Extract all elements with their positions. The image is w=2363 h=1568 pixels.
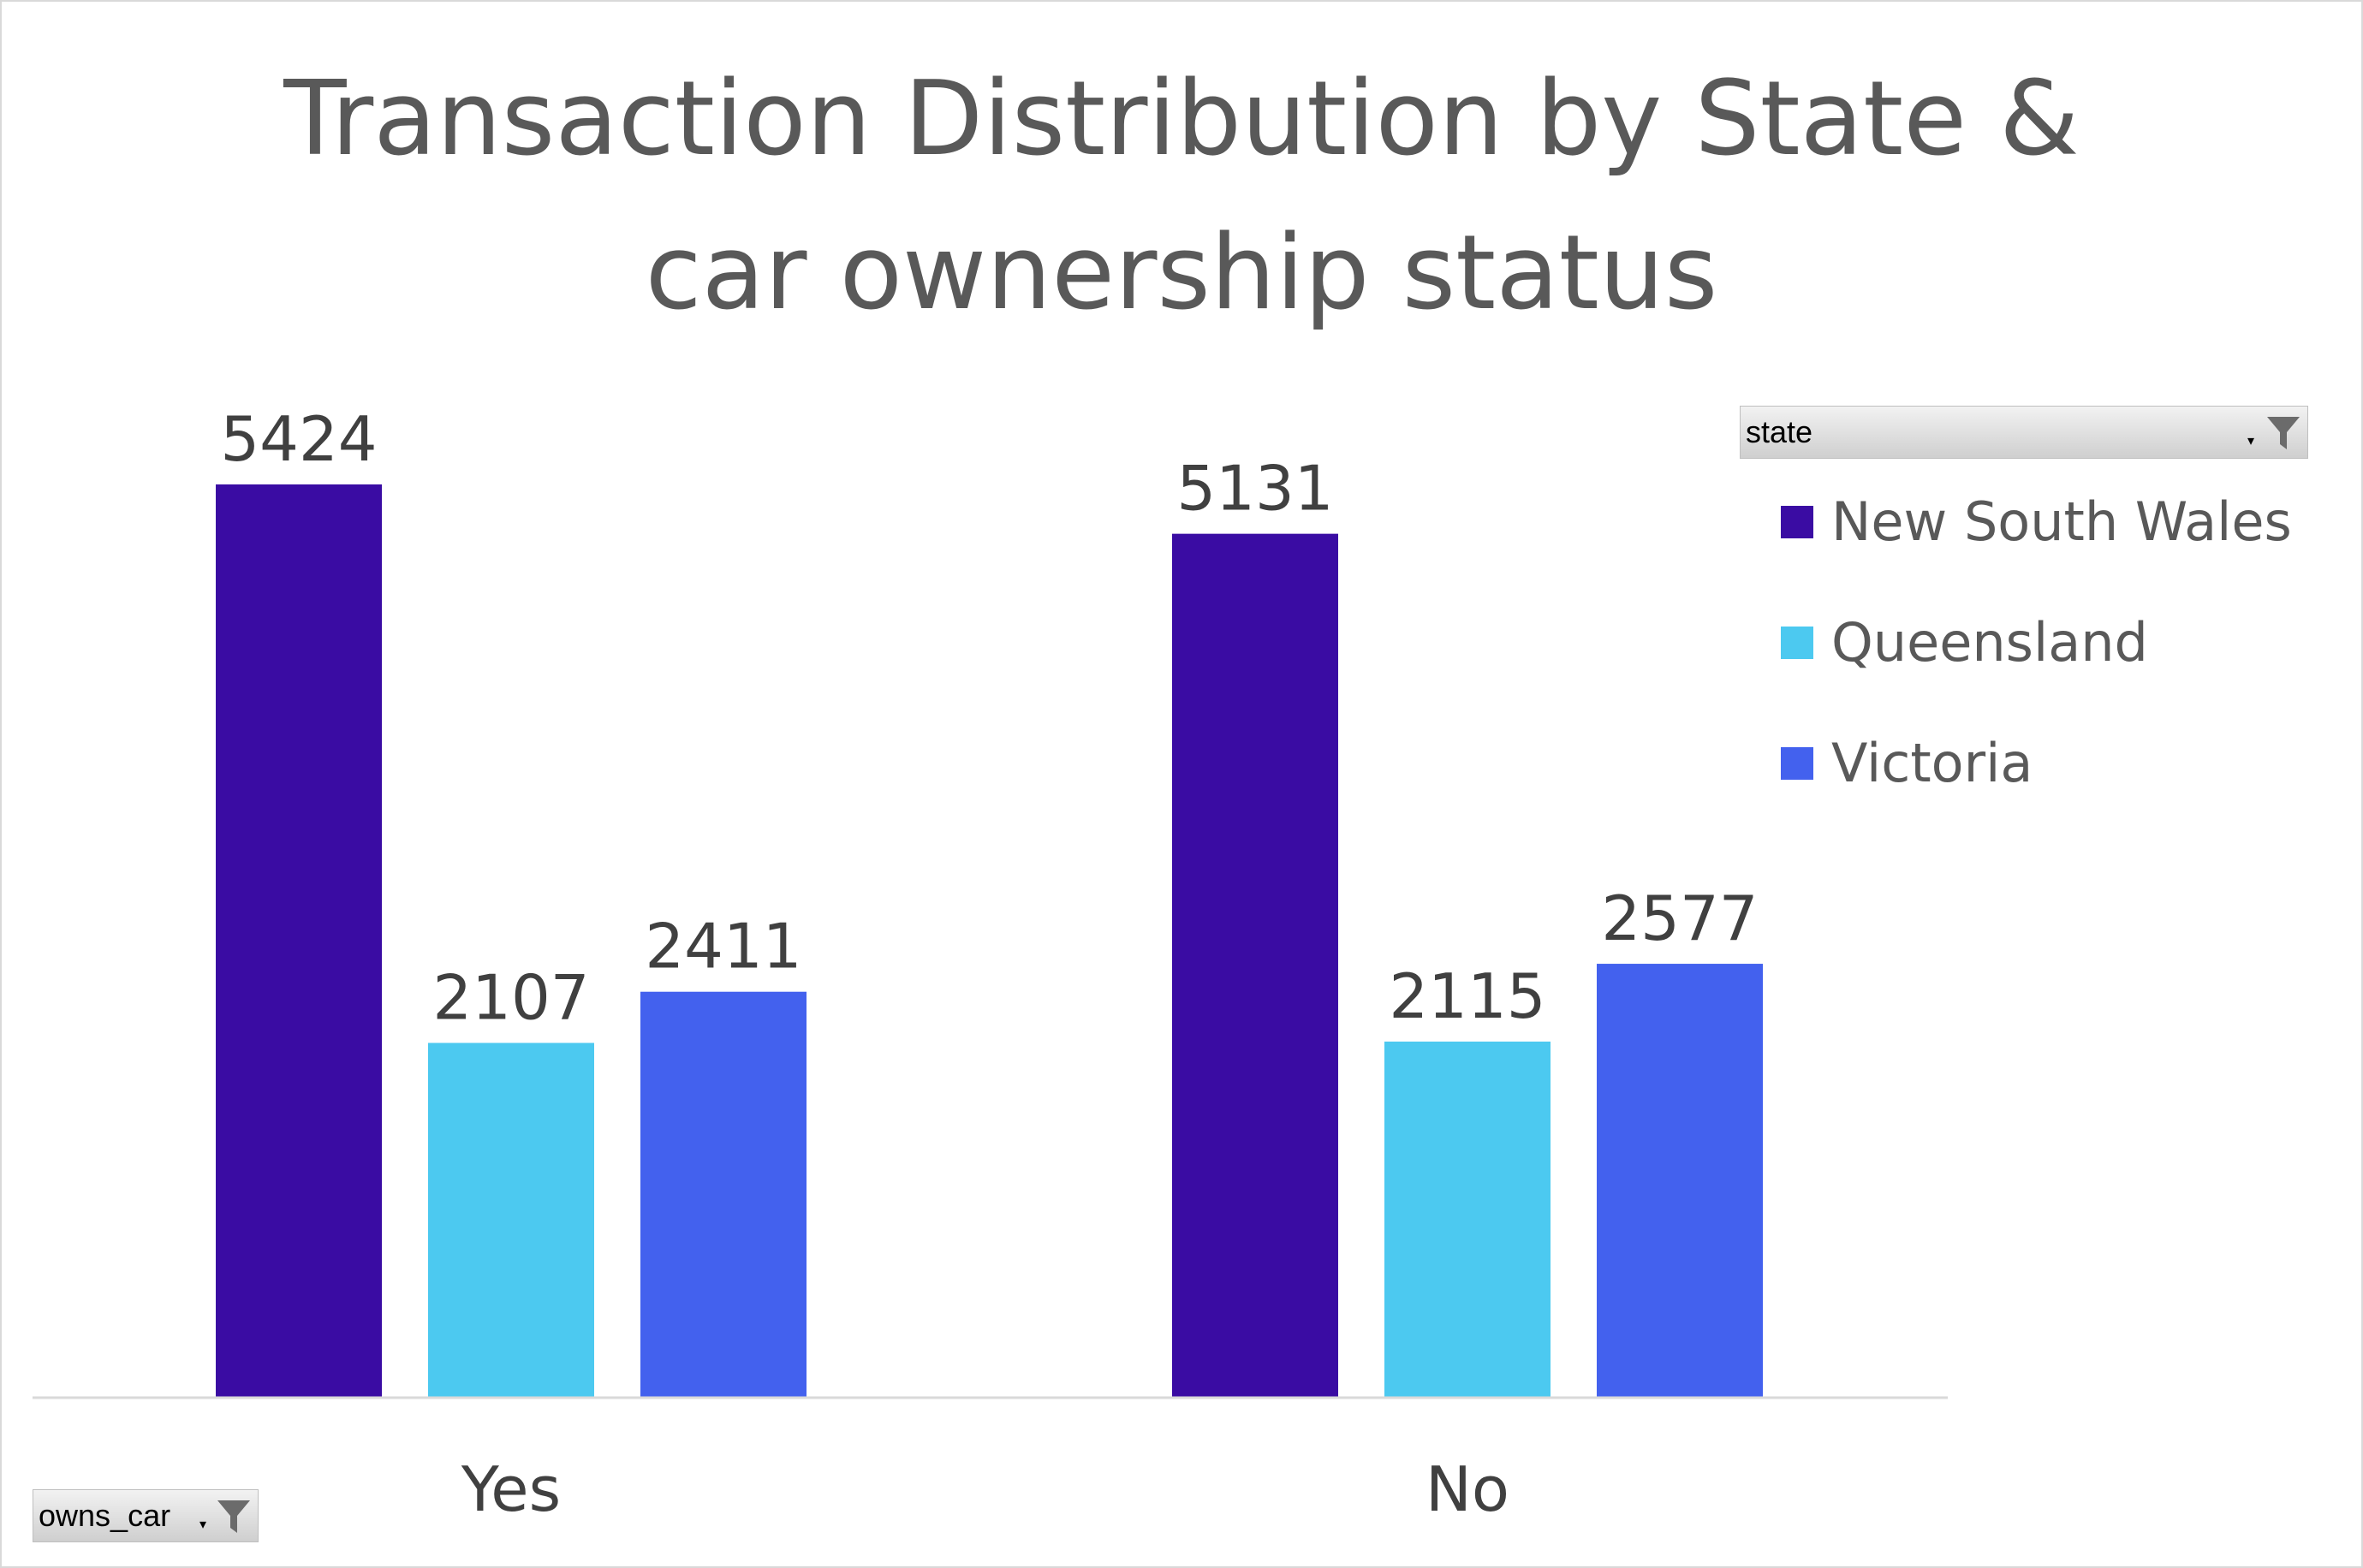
axis-field-filter-button[interactable]: owns_car ▾ xyxy=(33,1489,259,1542)
category-label-no: No xyxy=(1426,1453,1509,1525)
legend-swatch-queensland xyxy=(1781,627,1813,659)
legend-label-victoria: Victoria xyxy=(1831,732,2033,794)
data-label-no-victoria: 2577 xyxy=(1601,882,1758,954)
bars-group xyxy=(216,484,1763,1398)
bar-no-queensland xyxy=(1384,1041,1551,1398)
dropdown-arrow-icon: ▾ xyxy=(2247,434,2255,448)
category-labels-group: Yes No xyxy=(461,1453,1509,1525)
data-labels-group: 5424 2107 2411 5131 2115 2577 xyxy=(220,403,1758,1034)
legend-field-filter-button[interactable]: state ▾ xyxy=(1740,406,2308,459)
legend-label-queensland: Queensland xyxy=(1831,611,2148,674)
bar-no-victoria xyxy=(1597,964,1763,1398)
data-label-yes-queensland: 2107 xyxy=(432,962,589,1034)
legend: New South Wales Queensland Victoria xyxy=(1781,490,2292,794)
legend-swatch-new-south-wales xyxy=(1781,506,1813,538)
filter-funnel-icon xyxy=(217,1499,251,1542)
data-label-no-new-south-wales: 5131 xyxy=(1176,453,1333,525)
data-label-yes-victoria: 2411 xyxy=(645,911,801,983)
bar-yes-victoria xyxy=(640,991,807,1398)
axis-field-label: owns_car xyxy=(39,1498,171,1533)
legend-label-new-south-wales: New South Wales xyxy=(1831,490,2292,553)
legend-swatch-victoria xyxy=(1781,747,1813,780)
bar-no-new-south-wales xyxy=(1172,533,1338,1398)
bar-yes-queensland xyxy=(428,1042,594,1398)
category-label-yes: Yes xyxy=(461,1453,561,1525)
dropdown-arrow-icon: ▾ xyxy=(199,1518,207,1532)
filter-funnel-icon xyxy=(2266,415,2301,459)
bar-yes-new-south-wales xyxy=(216,484,382,1398)
chart-title-line-2: car ownership status xyxy=(645,214,1718,333)
data-label-no-queensland: 2115 xyxy=(1389,960,1545,1032)
legend-field-label: state xyxy=(1746,414,1813,449)
chart-title-line-1: Transaction Distribution by State & xyxy=(283,60,2080,179)
data-label-yes-new-south-wales: 5424 xyxy=(220,403,377,475)
chart-title: Transaction Distribution by State & car o… xyxy=(0,43,2363,351)
